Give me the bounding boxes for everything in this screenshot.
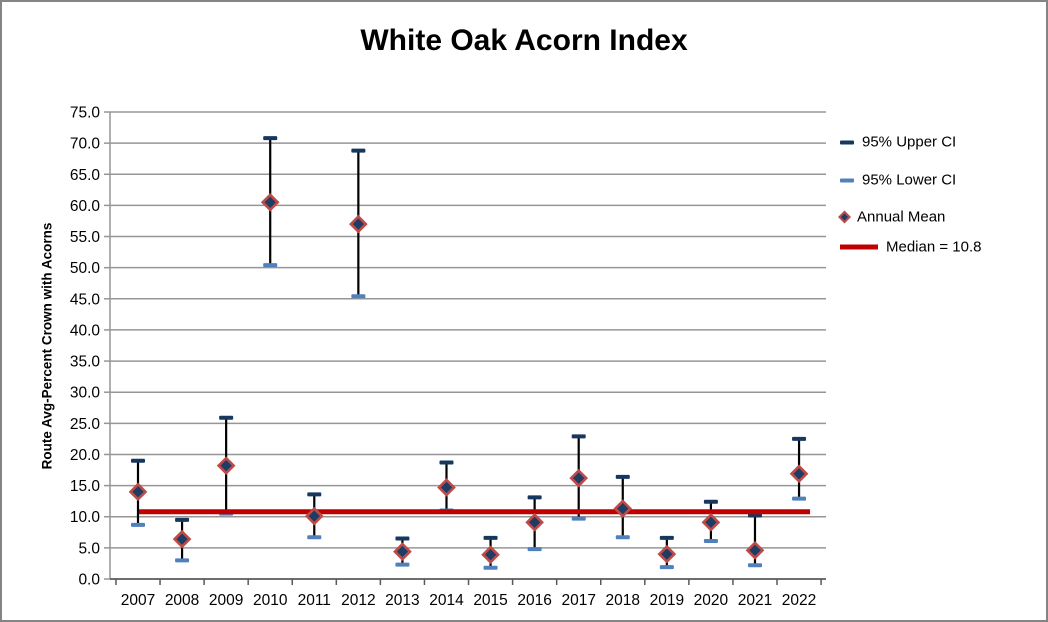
upper-ci-cap — [483, 535, 498, 540]
x-tick-label: 2012 — [341, 592, 375, 609]
annual-mean-marker — [393, 542, 412, 561]
legend-label-median: Median = 10.8 — [886, 238, 982, 256]
upper-ci-cap — [615, 474, 630, 479]
legend-label-lower-ci: 95% Lower CI — [862, 171, 957, 189]
annual-mean-marker — [569, 468, 589, 488]
upper-ci-cap — [792, 436, 807, 441]
upper-ci-cap — [131, 458, 145, 463]
annual-mean-marker — [481, 545, 500, 565]
legend-label-upper-ci: 95% Upper CI — [862, 133, 957, 151]
lower-ci-cap — [131, 522, 145, 527]
x-tick-label: 2011 — [298, 592, 331, 609]
x-tick-label: 2019 — [650, 592, 684, 609]
annual-mean-marker — [701, 512, 721, 532]
x-tick-label: 2017 — [561, 592, 595, 609]
lower-ci-cap — [703, 539, 718, 544]
upper-ci-cap — [703, 499, 718, 504]
x-tick-label: 2016 — [517, 592, 551, 609]
annual-mean-marker — [745, 541, 765, 560]
x-tick-label: 2013 — [385, 592, 419, 609]
upper-ci-cap — [747, 513, 762, 518]
y-tick-label: 20.0 — [70, 447, 101, 464]
y-tick-label: 40.0 — [70, 322, 101, 339]
chart-title: White Oak Acorn Index — [360, 24, 688, 57]
upper-ci-cap — [351, 148, 366, 153]
x-tick-label: 2022 — [782, 592, 816, 609]
annual-mean-marker — [260, 192, 280, 212]
lower-ci-cap — [395, 562, 410, 567]
y-tick-label: 15.0 — [70, 478, 101, 495]
y-tick-label: 75.0 — [70, 105, 101, 122]
x-tick-label: 2020 — [694, 592, 729, 609]
lower-ci-cap — [351, 294, 366, 299]
y-tick-label: 30.0 — [70, 385, 101, 402]
y-tick-label: 25.0 — [70, 416, 101, 433]
annual-mean-marker — [172, 529, 192, 549]
y-tick-label: 5.0 — [78, 540, 100, 557]
median-line-icon — [840, 244, 878, 250]
annual-mean-marker — [525, 512, 544, 532]
annual-mean-marker — [128, 482, 148, 502]
y-tick-label: 60.0 — [70, 198, 101, 215]
x-tick-label: 2010 — [253, 592, 288, 609]
upper-ci-cap — [527, 495, 542, 500]
y-tick-label: 70.0 — [70, 136, 101, 153]
lower-ci-cap — [747, 563, 762, 568]
upper-ci-cap — [395, 536, 410, 541]
y-tick-label: 10.0 — [70, 509, 101, 526]
upper-ci-dash-icon — [840, 140, 854, 144]
lower-ci-cap — [615, 535, 630, 540]
x-tick-label: 2021 — [738, 592, 772, 609]
y-tick-label: 45.0 — [70, 291, 101, 308]
x-tick-label: 2014 — [429, 592, 464, 609]
lower-ci-cap — [527, 547, 542, 552]
legend-item-lower-ci: 95% Lower CI — [840, 172, 956, 189]
upper-ci-cap — [439, 460, 454, 465]
y-tick-label: 65.0 — [70, 167, 101, 184]
annual-mean-marker — [216, 456, 236, 476]
x-tick-label: 2018 — [606, 592, 640, 609]
annual-mean-marker — [789, 464, 809, 484]
upper-ci-cap — [659, 535, 674, 540]
lower-ci-cap — [263, 263, 278, 268]
legend-item-annual-mean: Annual Mean — [838, 208, 946, 226]
annual-mean-marker — [304, 506, 324, 526]
lower-ci-cap — [307, 535, 322, 540]
lower-ci-cap — [175, 558, 190, 563]
lower-ci-dash-icon — [840, 178, 854, 182]
annual-mean-marker — [613, 499, 633, 518]
upper-ci-cap — [263, 136, 278, 141]
annual-mean-marker — [349, 214, 368, 234]
x-tick-label: 2009 — [209, 592, 243, 609]
x-tick-label: 2008 — [165, 592, 199, 609]
legend-item-upper-ci: 95% Upper CI — [840, 134, 956, 151]
upper-ci-cap — [219, 415, 234, 420]
lower-ci-cap — [659, 565, 674, 570]
upper-ci-cap — [175, 517, 190, 522]
lower-ci-cap — [483, 565, 498, 570]
lower-ci-cap — [571, 516, 586, 521]
x-tick-label: 2015 — [473, 592, 507, 609]
annual-mean-marker — [437, 478, 456, 497]
upper-ci-cap — [571, 434, 586, 439]
upper-ci-cap — [307, 492, 322, 497]
legend-item-median: Median = 10.8 — [840, 239, 982, 256]
y-tick-label: 55.0 — [70, 229, 101, 246]
lower-ci-cap — [792, 496, 807, 501]
legend-label-annual-mean: Annual Mean — [857, 208, 946, 226]
annual-mean-marker — [657, 544, 677, 564]
y-tick-label: 50.0 — [70, 260, 101, 277]
y-tick-label: 0.0 — [78, 572, 100, 589]
x-tick-label: 2007 — [121, 592, 155, 609]
annual-mean-diamond-icon — [838, 210, 851, 224]
y-tick-label: 35.0 — [70, 354, 101, 371]
